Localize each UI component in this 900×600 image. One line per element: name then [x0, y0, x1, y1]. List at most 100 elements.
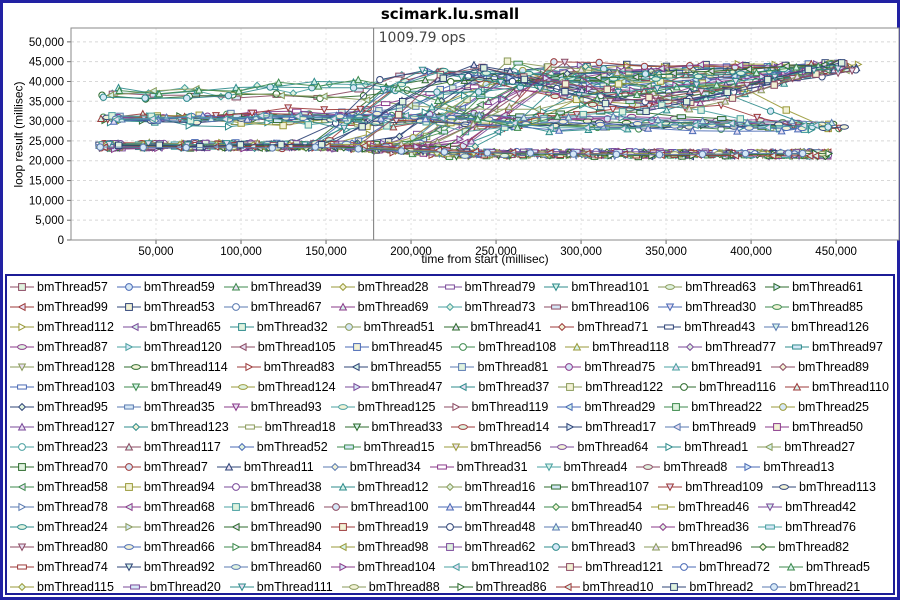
- series-marker: [458, 424, 469, 430]
- series-marker: [449, 84, 457, 92]
- legend-marker-icon: [223, 564, 248, 570]
- legend-item: bmThread107: [544, 477, 649, 497]
- series-marker: [618, 108, 627, 116]
- legend-item: bmThread12: [330, 477, 429, 497]
- legend-marker-icon: [678, 342, 703, 352]
- series-marker: [688, 126, 697, 135]
- series-marker: [837, 59, 846, 67]
- series-marker: [124, 303, 133, 311]
- series-marker: [519, 113, 528, 121]
- series-marker: [349, 84, 358, 92]
- legend-item-label: bmThread108: [478, 340, 557, 354]
- series-marker: [792, 382, 802, 391]
- legend-marker-icon: [229, 583, 254, 592]
- series-marker: [612, 150, 621, 158]
- legend-item: bmThread25: [771, 397, 869, 417]
- legend-item-label: bmThread63: [685, 280, 757, 294]
- series-marker: [782, 62, 790, 71]
- series-marker: [727, 119, 735, 128]
- legend-item: bmThread37: [451, 377, 549, 397]
- legend-item: bmThread112: [10, 317, 114, 337]
- legend-item-label: bmThread33: [371, 420, 443, 434]
- legend-item: bmThread95: [10, 397, 108, 417]
- series-marker: [501, 123, 509, 131]
- legend-item: bmThread16: [437, 477, 535, 497]
- series-marker: [458, 382, 467, 392]
- legend-item: bmThread85: [765, 297, 863, 317]
- legend-marker-icon: [658, 303, 683, 312]
- series-marker: [18, 443, 26, 451]
- series-marker: [613, 68, 622, 77]
- legend-marker-icon: [557, 363, 582, 371]
- legend-item-label: bmThread74: [37, 560, 108, 574]
- series-marker: [224, 462, 234, 471]
- series-marker: [320, 106, 329, 114]
- series-marker: [352, 343, 361, 351]
- legend-marker-icon: [558, 422, 583, 432]
- series-marker: [125, 522, 134, 532]
- series-marker: [542, 74, 551, 83]
- chart-title: scimark.lu.small: [380, 5, 520, 23]
- legend-item-label: bmThread111: [256, 580, 333, 594]
- legend-marker-icon: [10, 302, 34, 312]
- series-marker: [111, 115, 120, 124]
- x-axis-title: time from start (millisec): [421, 252, 549, 266]
- legend-item-label: bmThread43: [684, 320, 756, 334]
- series-marker: [645, 93, 653, 102]
- series-marker: [573, 342, 582, 351]
- y-tick-label: 25,000: [29, 136, 64, 148]
- series-marker: [483, 149, 492, 157]
- series-marker: [632, 90, 642, 98]
- series-marker: [379, 86, 388, 94]
- series-marker: [225, 143, 233, 151]
- legend-marker-icon: [644, 542, 669, 551]
- legend-marker-icon: [230, 384, 255, 390]
- series-marker: [741, 149, 750, 158]
- legend-item: bmThread24: [10, 517, 108, 537]
- legend-item-label: bmThread2: [689, 580, 754, 594]
- series-marker: [577, 65, 586, 73]
- legend-item-label: bmThread6: [250, 500, 315, 514]
- legend-item: bmThread102: [444, 557, 549, 577]
- series-marker: [508, 77, 517, 86]
- legend-marker-icon: [664, 403, 689, 411]
- legend-item-label: bmThread23: [37, 440, 108, 454]
- legend-item-label: bmThread56: [470, 440, 542, 454]
- series-marker: [535, 85, 544, 93]
- legend-marker-icon: [10, 524, 34, 530]
- legend-marker-icon: [758, 524, 783, 530]
- legend-marker-icon: [662, 583, 687, 591]
- legend-item: bmThread76: [758, 517, 856, 537]
- series-marker: [456, 135, 465, 144]
- legend-marker-icon: [544, 484, 569, 490]
- series-marker: [352, 382, 362, 392]
- series-marker: [593, 73, 602, 82]
- legend-item: bmThread94: [116, 477, 215, 497]
- series-marker: [427, 102, 436, 111]
- series-marker: [552, 283, 561, 292]
- legend-marker-icon: [437, 482, 462, 492]
- legend-marker-icon: [336, 323, 361, 331]
- series-marker: [544, 63, 552, 71]
- series-marker: [231, 403, 240, 412]
- chart-region: 50,000 100,000 150,000 200,000 250,000 300,00…: [3, 3, 900, 273]
- legend-marker-icon: [450, 363, 475, 371]
- series-marker: [268, 144, 276, 152]
- series-marker: [696, 98, 705, 106]
- legend-marker-icon: [223, 483, 248, 491]
- legend-marker-icon: [765, 304, 790, 310]
- series-marker: [665, 442, 674, 452]
- series-marker: [698, 150, 707, 158]
- legend-item: bmThread91: [664, 357, 762, 377]
- legend-item: bmThread73: [437, 297, 535, 317]
- legend-marker-icon: [223, 503, 248, 511]
- legend-item-label: bmThread9: [692, 420, 757, 434]
- series-marker: [149, 86, 157, 95]
- series-marker: [792, 62, 801, 71]
- legend-item-label: bmThread80: [37, 540, 108, 554]
- legend-item: bmThread123: [123, 417, 229, 437]
- legend-item-label: bmThread45: [371, 340, 443, 354]
- legend-item-label: bmThread106: [571, 300, 650, 314]
- legend-marker-icon: [443, 443, 468, 452]
- series-marker: [766, 107, 775, 115]
